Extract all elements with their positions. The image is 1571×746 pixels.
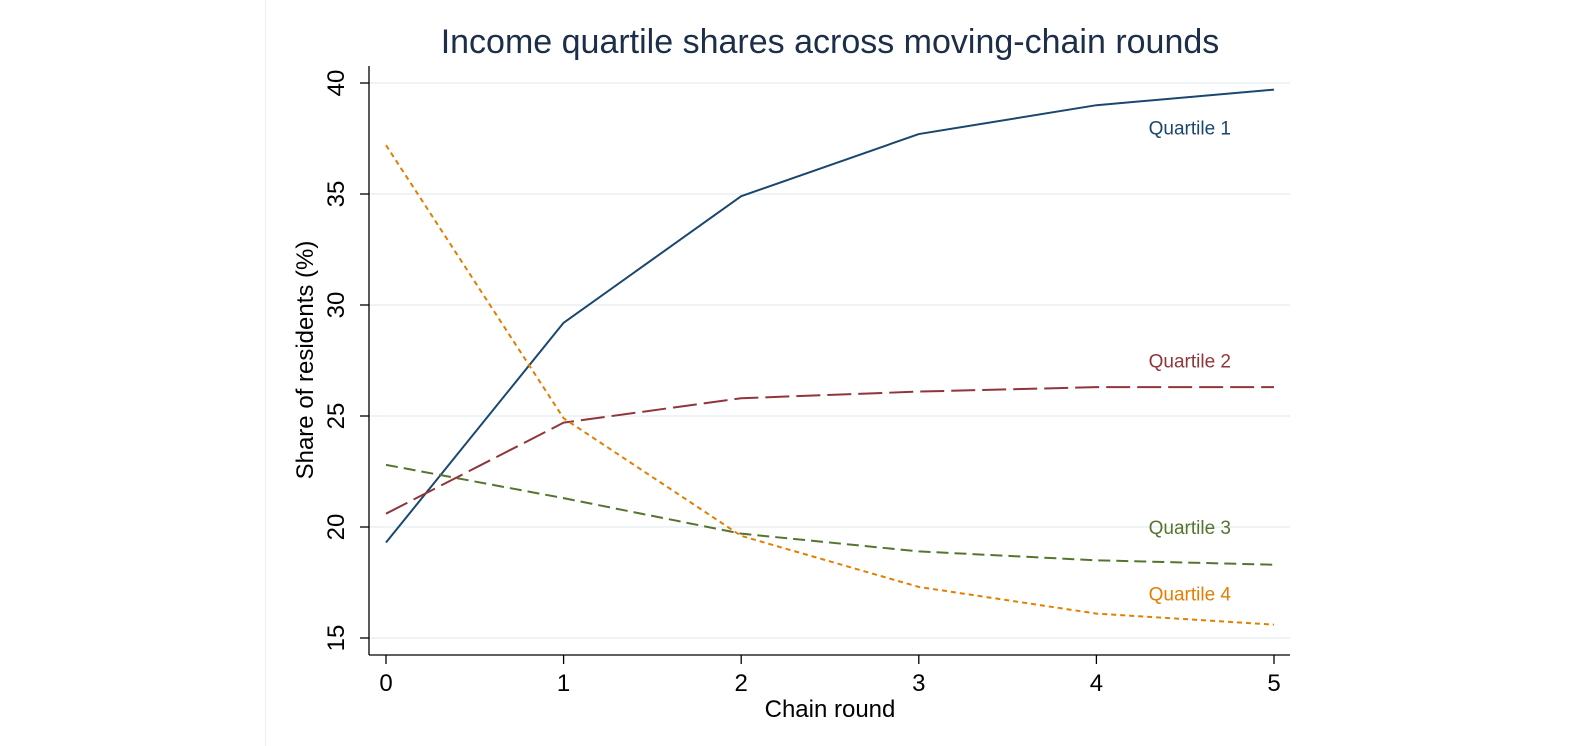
x-tick-label-4: 4 bbox=[1090, 670, 1103, 697]
series-lines bbox=[385, 88, 1275, 626]
x-axis-title: Chain round bbox=[765, 696, 896, 723]
chart-title: Income quartile shares across moving-cha… bbox=[441, 23, 1220, 61]
y-tick-label-30: 30 bbox=[323, 292, 350, 319]
left-margin-panel bbox=[0, 0, 266, 746]
series-line-quartile-4 bbox=[385, 144, 1275, 626]
gridlines bbox=[369, 82, 1290, 639]
x-tick-label-0: 0 bbox=[379, 670, 392, 697]
series-line-quartile-1 bbox=[385, 88, 1275, 544]
x-tick-label-5: 5 bbox=[1267, 670, 1280, 697]
x-tick-label-2: 2 bbox=[735, 670, 748, 697]
axes: 15 20 25 30 35 40 0 1 2 3 4 5 bbox=[323, 66, 1290, 697]
series-line-quartile-3 bbox=[385, 463, 1275, 566]
series-line-quartile-2 bbox=[385, 386, 1274, 515]
series-label-quartile-2: Quartile 2 bbox=[1149, 352, 1231, 373]
x-tick-label-3: 3 bbox=[912, 670, 925, 697]
y-tick-label-25: 25 bbox=[323, 403, 350, 430]
y-tick-label-15: 15 bbox=[323, 625, 350, 652]
series-label-quartile-4: Quartile 4 bbox=[1149, 585, 1232, 606]
x-tick-label-1: 1 bbox=[557, 670, 570, 697]
series-label-quartile-3: Quartile 3 bbox=[1149, 518, 1231, 539]
y-axis-title: Share of residents (%) bbox=[292, 241, 319, 480]
y-tick-label-35: 35 bbox=[323, 181, 350, 208]
series-labels: Quartile 1 Quartile 2 Quartile 3 Quartile 4 bbox=[1149, 118, 1232, 605]
y-tick-label-20: 20 bbox=[323, 514, 350, 541]
y-tick-label-40: 40 bbox=[323, 70, 350, 97]
series-label-quartile-1: Quartile 1 bbox=[1149, 118, 1231, 139]
